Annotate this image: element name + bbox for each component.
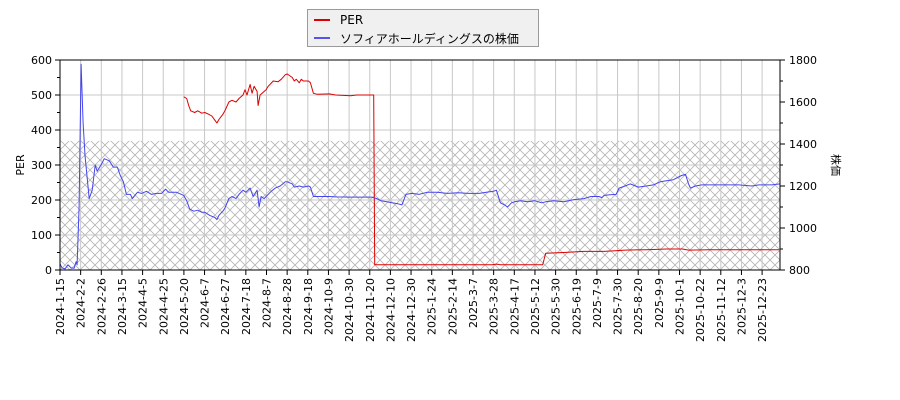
x-tick-label: 2025-6-19 <box>570 278 583 335</box>
x-tick-label: 2025-5-12 <box>529 278 542 335</box>
right-axis-title: 株価 <box>829 154 843 176</box>
x-tick-label: 2025-4-17 <box>508 278 521 335</box>
right-tick-label: 800 <box>789 264 810 277</box>
legend-label-per: PER <box>340 13 364 27</box>
right-axis-ticks: 800 1000 1200 1400 1600 1800 <box>780 54 817 277</box>
x-tick-label: 2024-9-18 <box>302 278 315 335</box>
x-tick-label: 2025-12-23 <box>756 278 769 342</box>
legend-item-price: ソフィアホールディングスの株価 <box>314 30 519 46</box>
x-tick-label: 2024-11-20 <box>364 278 377 342</box>
x-tick-label: 2024-5-20 <box>178 278 191 335</box>
x-tick-label: 2024-8-7 <box>261 278 274 328</box>
x-tick-label: 2024-4-5 <box>137 278 150 328</box>
right-tick-label: 1800 <box>789 54 817 67</box>
legend-swatch-price <box>314 37 330 39</box>
x-tick-label: 2024-12-30 <box>405 278 418 342</box>
legend-label-price: ソフィアホールディングスの株価 <box>340 31 519 46</box>
left-tick-label: 200 <box>31 194 52 207</box>
left-axis-title: PER <box>14 154 27 176</box>
right-tick-label: 1600 <box>789 96 817 109</box>
x-tick-label: 2025-7-30 <box>612 278 625 335</box>
per-line <box>183 73 779 266</box>
left-tick-label: 300 <box>31 159 52 172</box>
legend: PER ソフィアホールディングスの株価 <box>307 9 539 47</box>
x-tick-label: 2024-3-15 <box>116 278 129 335</box>
left-tick-label: 100 <box>31 229 52 242</box>
legend-swatch-per <box>314 19 330 21</box>
x-tick-label: 2025-8-20 <box>632 278 645 335</box>
x-tick-label: 2025-1-24 <box>426 278 439 335</box>
x-tick-label: 2024-2-26 <box>95 278 108 335</box>
x-tick-label: 2025-10-1 <box>674 278 687 335</box>
x-tick-label: 2024-6-7 <box>199 278 212 328</box>
x-tick-label: 2025-3-7 <box>467 278 480 328</box>
x-tick-label: 2024-7-18 <box>240 278 253 335</box>
x-tick-label: 2024-6-27 <box>219 278 232 335</box>
legend-item-per: PER <box>314 12 363 28</box>
x-tick-label: 2024-8-28 <box>281 278 294 335</box>
right-tick-label: 1000 <box>789 222 817 235</box>
x-axis-ticks: 2024-1-15 2024-2-2 2024-2-26 2024-3-15 2024-… <box>54 270 769 342</box>
left-tick-label: 500 <box>31 89 52 102</box>
x-tick-label: 2025-2-14 <box>446 278 459 335</box>
x-tick-label: 2025-3-28 <box>488 278 501 335</box>
x-tick-label: 2025-10-22 <box>694 278 707 342</box>
stock-price-line <box>59 63 781 270</box>
x-tick-label: 2024-10-30 <box>343 278 356 342</box>
x-tick-label: 2024-12-10 <box>384 278 397 342</box>
hatched-band <box>60 140 780 270</box>
x-tick-label: 2024-2-2 <box>75 278 88 328</box>
x-tick-label: 2025-12-3 <box>735 278 748 335</box>
x-tick-label: 2024-10-9 <box>322 278 335 335</box>
left-tick-label: 0 <box>45 264 52 277</box>
x-tick-label: 2024-4-25 <box>157 278 170 335</box>
x-tick-label: 2025-11-12 <box>715 278 728 342</box>
left-axis-ticks: 0 100 200 300 400 500 600 <box>31 54 60 277</box>
series-layer <box>59 63 781 270</box>
right-tick-label: 1400 <box>789 138 817 151</box>
x-tick-label: 2024-1-15 <box>54 278 67 335</box>
x-tick-label: 2025-9-9 <box>653 278 666 328</box>
x-tick-label: 2025-7-9 <box>591 278 604 328</box>
x-tick-label: 2025-5-30 <box>550 278 563 335</box>
left-tick-label: 600 <box>31 54 52 67</box>
right-tick-label: 1200 <box>789 180 817 193</box>
left-tick-label: 400 <box>31 124 52 137</box>
